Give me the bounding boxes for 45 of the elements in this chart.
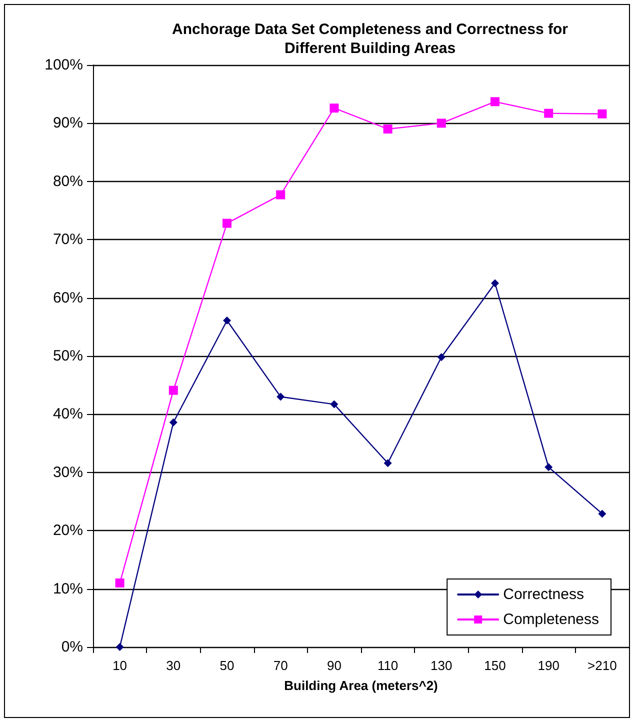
- chart-title: Anchorage Data Set Completeness and Correctness for Different Building Areas: [172, 21, 568, 57]
- y-tick-label: 80%: [52, 172, 83, 190]
- x-tick-label: 150: [484, 658, 506, 673]
- point: [330, 400, 338, 408]
- y-tick-label: 100%: [44, 56, 83, 74]
- point: [598, 510, 606, 518]
- point: [276, 392, 285, 401]
- x-tick-label: 10: [112, 658, 128, 673]
- point: [222, 218, 232, 228]
- point: [384, 459, 392, 468]
- x-tick-label: 70: [273, 658, 288, 673]
- x-tick-label: 30: [166, 658, 181, 673]
- point: [544, 108, 554, 118]
- x-tick-label: 90: [326, 658, 342, 673]
- point: [330, 104, 339, 113]
- point: [116, 643, 124, 651]
- y-tick-label: 90%: [52, 114, 83, 132]
- point: [115, 578, 124, 588]
- point: [276, 190, 286, 200]
- x-tick-label: 130: [430, 658, 452, 673]
- point: [544, 463, 553, 472]
- x-tick-label: 110: [377, 658, 398, 673]
- y-tick-label: 20%: [52, 522, 83, 540]
- y-tick-label: 60%: [52, 289, 83, 306]
- legend-label: Correctness: [503, 586, 584, 603]
- y-tick-label: 70%: [52, 231, 83, 248]
- point: [437, 353, 446, 362]
- point: [168, 386, 178, 395]
- point: [223, 316, 231, 324]
- y-tick-label: 40%: [52, 406, 83, 423]
- y-tick-label: 50%: [52, 348, 83, 364]
- y-tick-label: 30%: [52, 464, 83, 481]
- x-tick-label: >210: [588, 658, 617, 673]
- legend-label: Completeness: [503, 611, 600, 628]
- point: [436, 118, 446, 128]
- point: [490, 97, 500, 106]
- x-axis-title: Building Area (meters^2): [284, 678, 438, 693]
- y-tick-label: 0%: [61, 638, 83, 656]
- y-tick-label: 10%: [52, 580, 83, 598]
- point: [491, 279, 499, 288]
- x-tick-label: 190: [538, 658, 560, 673]
- point: [598, 109, 607, 118]
- x-tick-label: 50: [220, 658, 234, 673]
- point: [169, 418, 178, 426]
- point: [383, 124, 392, 134]
